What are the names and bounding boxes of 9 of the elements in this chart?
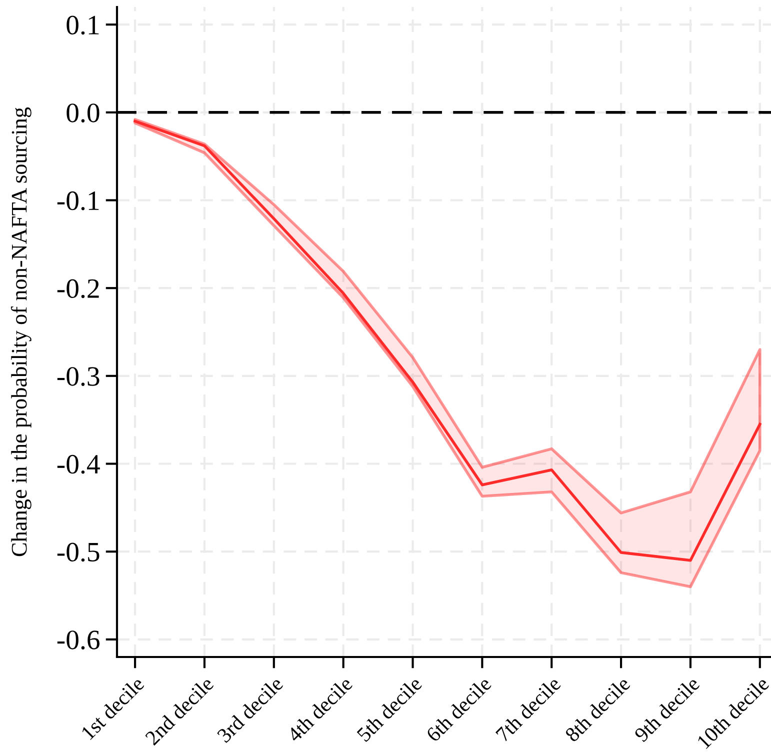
y-tick-label: -0.6 [57, 630, 100, 650]
y-tick-label: -0.1 [57, 191, 99, 210]
y-tick-label: 0.0 [66, 104, 100, 122]
y-tick-label: -0.4 [57, 454, 100, 474]
y-tick-label: 0.1 [66, 16, 99, 35]
y-tick-label: -0.2 [57, 279, 99, 298]
y-tick-label: -0.5 [57, 542, 100, 562]
y-tick-label: -0.3 [57, 367, 100, 386]
y-axis-title: Change in the probability of non-NAFTA sourcing [10, 107, 32, 556]
